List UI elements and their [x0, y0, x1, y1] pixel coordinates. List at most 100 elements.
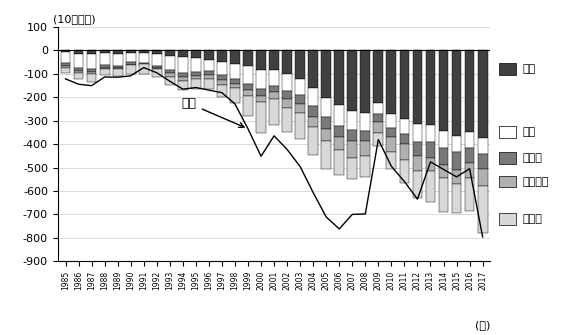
Bar: [464, 50, 474, 132]
Bar: [399, 120, 409, 134]
Bar: [373, 104, 383, 114]
Bar: [87, 50, 96, 55]
Bar: [87, 55, 96, 69]
Bar: [413, 142, 422, 156]
Bar: [478, 50, 488, 138]
Bar: [139, 64, 149, 74]
Bar: [126, 62, 136, 65]
Bar: [178, 81, 188, 90]
Bar: [139, 50, 149, 53]
Bar: [399, 134, 409, 144]
Bar: [426, 125, 436, 142]
Bar: [269, 50, 279, 70]
Bar: [243, 66, 253, 84]
Bar: [308, 106, 318, 117]
Bar: [334, 126, 344, 137]
Bar: [387, 137, 396, 152]
Bar: [361, 113, 370, 131]
Bar: [439, 148, 448, 165]
Bar: [217, 75, 227, 80]
Bar: [321, 129, 331, 141]
Bar: [61, 63, 70, 66]
Text: 中国: 中国: [523, 64, 536, 74]
Bar: [452, 50, 462, 136]
Bar: [308, 117, 318, 127]
Bar: [100, 69, 110, 75]
Bar: [126, 53, 136, 62]
Bar: [413, 124, 422, 142]
Bar: [399, 159, 409, 183]
Text: ドイツ: ドイツ: [523, 153, 543, 163]
Bar: [139, 53, 149, 63]
Bar: [74, 71, 84, 73]
Bar: [165, 50, 175, 56]
Bar: [439, 165, 448, 178]
Bar: [243, 90, 253, 95]
Bar: [230, 84, 240, 88]
Bar: [399, 50, 409, 120]
Bar: [478, 186, 488, 233]
Bar: [347, 50, 357, 111]
Bar: [295, 95, 305, 104]
Bar: [347, 130, 357, 141]
Bar: [243, 50, 253, 66]
Bar: [191, 50, 201, 58]
Bar: [269, 99, 279, 125]
Bar: [191, 79, 201, 89]
Bar: [74, 54, 84, 68]
Bar: [126, 50, 136, 53]
Bar: [439, 178, 448, 212]
Bar: [61, 52, 70, 63]
Bar: [426, 50, 436, 125]
Bar: [347, 141, 357, 158]
Bar: [334, 50, 344, 105]
Bar: [373, 50, 383, 104]
Bar: [295, 113, 305, 139]
Bar: [282, 99, 292, 108]
Bar: [321, 50, 331, 97]
Bar: [439, 131, 448, 148]
Bar: [452, 184, 462, 212]
Bar: [413, 171, 422, 198]
Bar: [74, 50, 84, 54]
Bar: [100, 68, 110, 69]
Bar: [256, 89, 266, 96]
Bar: [191, 58, 201, 72]
Bar: [113, 69, 122, 76]
Bar: [387, 152, 396, 169]
Bar: [230, 79, 240, 84]
Bar: [204, 60, 214, 71]
Bar: [87, 72, 96, 74]
Bar: [387, 114, 396, 128]
Bar: [478, 154, 488, 170]
Bar: [334, 150, 344, 175]
Text: 日本: 日本: [523, 127, 536, 137]
Bar: [126, 65, 136, 74]
Bar: [269, 70, 279, 86]
Bar: [165, 56, 175, 70]
Bar: [243, 84, 253, 90]
Bar: [478, 170, 488, 186]
Bar: [256, 50, 266, 70]
Bar: [399, 144, 409, 159]
Bar: [100, 53, 110, 66]
Bar: [165, 73, 175, 76]
Text: メキシコ: メキシコ: [523, 177, 549, 187]
Bar: [464, 178, 474, 211]
Bar: [61, 50, 70, 52]
Bar: [361, 141, 370, 156]
Bar: [152, 68, 162, 69]
Bar: [256, 70, 266, 89]
Bar: [165, 70, 175, 73]
Bar: [361, 50, 370, 113]
Bar: [373, 133, 383, 146]
Bar: [178, 50, 188, 57]
Bar: [464, 132, 474, 148]
FancyBboxPatch shape: [499, 152, 516, 164]
Text: (年): (年): [475, 320, 490, 330]
Bar: [152, 69, 162, 77]
Bar: [191, 76, 201, 79]
Bar: [282, 91, 292, 99]
Bar: [87, 74, 96, 82]
Bar: [61, 66, 70, 68]
